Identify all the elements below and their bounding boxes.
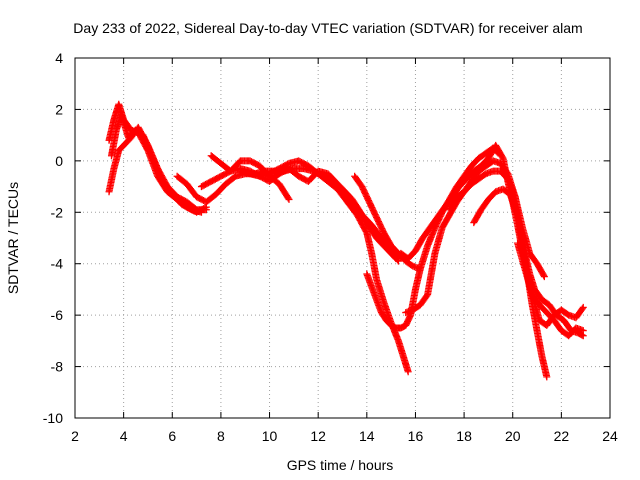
x-tick-label: 10 (262, 428, 278, 444)
y-tick-label: -6 (51, 307, 64, 323)
data-point (197, 208, 205, 216)
plot-frame (74, 57, 611, 419)
data-point (404, 368, 412, 376)
y-tick-label: -10 (43, 410, 63, 426)
data-point (540, 273, 548, 281)
x-tick-label: 6 (168, 428, 176, 444)
chart-title: Day 233 of 2022, Sidereal Day-to-day VTE… (73, 20, 582, 36)
x-tick-label: 18 (456, 428, 472, 444)
data-point (285, 195, 293, 203)
grid (75, 58, 610, 418)
y-tick-label: 0 (55, 153, 63, 169)
x-tick-label: 24 (602, 428, 618, 444)
x-tick-label: 8 (217, 428, 225, 444)
y-tick-label: 4 (55, 50, 63, 66)
series-arc-7 (236, 157, 412, 376)
series-arc-6 (207, 152, 293, 203)
x-tick-label: 14 (359, 428, 375, 444)
data-point (543, 373, 551, 381)
y-tick-label: -8 (51, 359, 64, 375)
sample-marker (540, 271, 548, 279)
x-tick-label: 22 (554, 428, 570, 444)
x-tick-label: 4 (120, 428, 128, 444)
x-tick-label: 2 (71, 428, 79, 444)
data-point (579, 327, 587, 335)
x-tick-label: 12 (310, 428, 326, 444)
data-point (202, 206, 210, 214)
series-arc-14 (514, 239, 587, 340)
series-arc-3 (107, 111, 205, 216)
x-tick-label: 16 (408, 428, 424, 444)
y-tick-label: 2 (55, 101, 63, 117)
y-tick-label: -2 (51, 204, 64, 220)
sample-marker (284, 194, 292, 202)
data-point (392, 255, 400, 263)
sample-marker (391, 253, 399, 261)
x-axis-label: GPS time / hours (287, 457, 394, 473)
y-axis-label: SDTVAR / TECUs (5, 182, 21, 294)
data-points (105, 100, 587, 381)
sample-marker (578, 305, 586, 313)
y-tick-label: -4 (51, 256, 64, 272)
x-tick-label: 20 (505, 428, 521, 444)
data-point (579, 303, 587, 311)
